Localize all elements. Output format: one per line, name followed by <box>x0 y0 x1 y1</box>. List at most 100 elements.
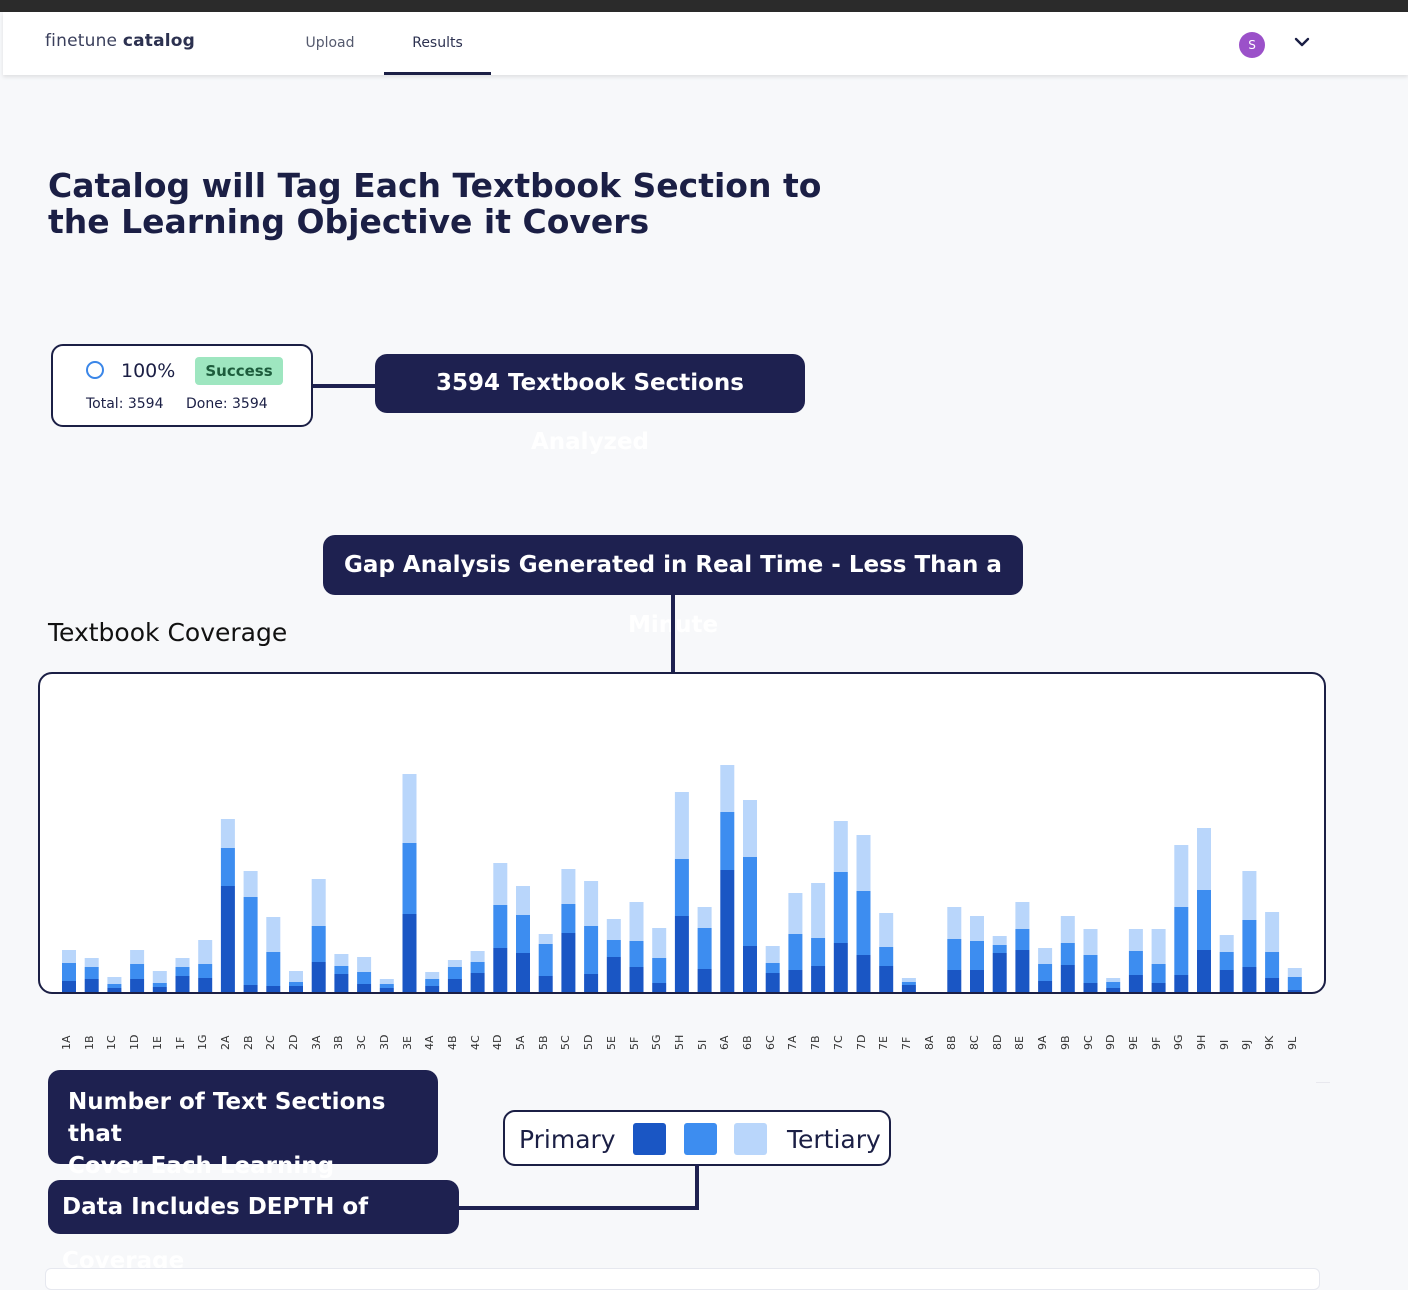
tab-results[interactable]: Results <box>384 12 491 75</box>
bar-5B-primary <box>538 976 553 992</box>
x-tick-label: 9C <box>1081 1035 1095 1050</box>
bar-5A-secondary <box>516 915 530 953</box>
bar-1F-primary <box>175 976 190 992</box>
bar-1E-tertiary <box>152 971 167 983</box>
bar-2B-tertiary <box>243 871 258 897</box>
x-tick-label: 5F <box>627 1036 641 1050</box>
legend-swatch-secondary <box>684 1123 717 1155</box>
bar-5F-tertiary <box>629 902 644 941</box>
bar-9K-tertiary <box>1265 912 1280 952</box>
bar-7A-tertiary <box>788 893 803 934</box>
x-tick-label: 4D <box>491 1034 505 1050</box>
bar-8E-tertiary <box>1015 902 1030 929</box>
bar-9D-tertiary <box>1106 978 1121 982</box>
bar-9C-primary <box>1083 983 1098 992</box>
bar-5H-tertiary <box>674 792 689 859</box>
bar-4A-secondary <box>425 979 440 986</box>
bar-9A-primary <box>1038 981 1053 992</box>
status-badge: Success <box>195 357 283 385</box>
bar-3D-primary <box>379 988 394 992</box>
bar-5D-primary <box>584 974 599 992</box>
progress-percent: 100% <box>121 360 176 382</box>
bar-5F-primary <box>629 967 644 992</box>
x-tick-label: 9K <box>1263 1035 1277 1050</box>
x-tick-label: 2D <box>287 1034 300 1050</box>
x-tick-label: 7D <box>854 1034 868 1050</box>
bar-1D-primary <box>130 979 145 992</box>
bar-9K-secondary <box>1265 952 1280 978</box>
bar-2A-secondary <box>220 848 235 886</box>
window-top-strip <box>0 0 1408 12</box>
bar-7C-secondary <box>833 872 848 943</box>
bar-9G-primary <box>1174 975 1189 992</box>
tab-upload[interactable]: Upload <box>305 35 355 51</box>
bar-6C-tertiary <box>765 946 780 963</box>
progress-card: 100% Success Total: 3594 Done: 3594 <box>51 344 313 427</box>
bar-8B-primary <box>947 970 962 992</box>
bar-1C-tertiary <box>107 977 122 984</box>
bar-4B-tertiary <box>447 960 462 967</box>
bar-5F-secondary <box>629 941 644 967</box>
bar-3C-secondary <box>357 972 372 984</box>
connector-line <box>671 594 675 672</box>
x-tick-label: 9F <box>1149 1036 1163 1050</box>
x-tick-label: 3C <box>355 1035 369 1050</box>
bar-9L-secondary <box>1287 977 1302 990</box>
x-tick-label: 8A <box>922 1035 936 1050</box>
chart-canvas <box>62 765 1302 992</box>
bar-9L-tertiary <box>1287 968 1302 977</box>
bar-2A-tertiary <box>220 819 235 848</box>
divider <box>1316 1082 1330 1083</box>
x-tick-label: 5D <box>582 1034 596 1050</box>
bar-9J-primary <box>1242 967 1257 992</box>
bar-1D-tertiary <box>130 950 145 964</box>
x-tick-label: 7C <box>831 1035 845 1050</box>
bar-3B-secondary <box>334 966 349 974</box>
bar-2D-secondary <box>289 982 303 986</box>
bar-4C-secondary <box>470 962 485 973</box>
bar-1B-tertiary <box>84 958 99 967</box>
total-count: Total: 3594 <box>86 396 164 412</box>
bar-7F-tertiary <box>901 978 916 982</box>
bar-5G-primary <box>652 983 667 992</box>
bar-5B-tertiary <box>538 934 553 944</box>
bar-9C-tertiary <box>1083 929 1098 955</box>
bar-4B-primary <box>447 979 462 992</box>
app-logo[interactable]: finetune catalog <box>45 31 196 51</box>
legend-swatch-tertiary <box>734 1123 767 1155</box>
bar-2B-secondary <box>243 897 258 985</box>
x-tick-label: 3A <box>309 1035 323 1050</box>
bar-4D-secondary <box>493 905 508 948</box>
x-tick-label: 3B <box>332 1035 346 1050</box>
bar-5H-primary <box>674 916 689 992</box>
bar-8E-secondary <box>1015 929 1030 950</box>
bar-1E-secondary <box>152 983 167 987</box>
bar-6C-primary <box>765 973 780 992</box>
x-tick-label: 2A <box>218 1035 232 1050</box>
bar-6A-secondary <box>720 812 735 870</box>
bar-2B-primary <box>243 985 258 992</box>
bar-9E-primary <box>1128 975 1143 992</box>
x-tick-label: 9J <box>1240 1039 1254 1050</box>
bar-2D-tertiary <box>289 971 303 982</box>
bar-9I-primary <box>1219 970 1234 992</box>
bar-9J-tertiary <box>1242 871 1257 920</box>
bar-9F-tertiary <box>1151 929 1166 964</box>
connector-line <box>457 1206 699 1210</box>
bar-8E-primary <box>1015 950 1030 992</box>
bar-7D-tertiary <box>856 835 871 891</box>
x-tick-label: 9A <box>1036 1035 1050 1050</box>
bar-3C-primary <box>357 984 372 992</box>
bar-5I-primary <box>697 969 712 992</box>
x-tick-label: 8D <box>990 1034 1004 1050</box>
x-tick-label: 7A <box>786 1035 800 1050</box>
bar-5E-secondary <box>606 940 621 957</box>
x-tick-label: 9B <box>1058 1035 1072 1050</box>
bar-7D-primary <box>856 955 871 992</box>
chevron-down-icon[interactable] <box>1290 30 1314 54</box>
callout-gap-analysis: Gap Analysis Generated in Real Time - Le… <box>323 535 1023 638</box>
chart-legend: Primary Tertiary <box>503 1110 891 1166</box>
user-avatar[interactable]: S <box>1239 32 1265 58</box>
callout-sections-analyzed: 3594 Textbook Sections Analyzed <box>375 354 805 455</box>
bar-7B-primary <box>811 966 826 992</box>
